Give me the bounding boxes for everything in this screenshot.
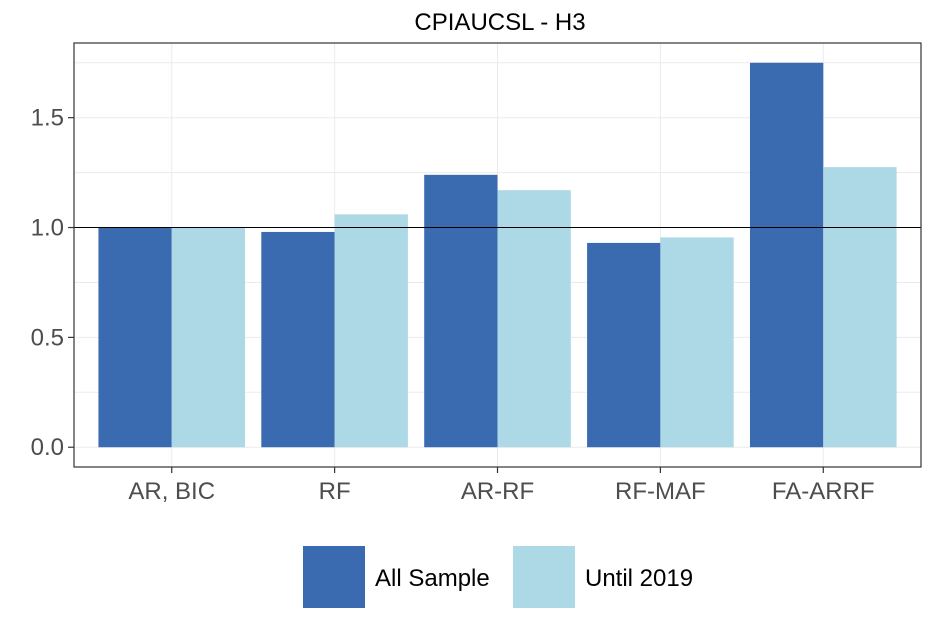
bar bbox=[660, 237, 734, 448]
x-tick-label: FA-ARRF bbox=[772, 478, 875, 505]
bar bbox=[497, 190, 571, 448]
bar bbox=[424, 174, 498, 448]
x-tick-label: RF bbox=[319, 478, 351, 505]
legend-key bbox=[303, 546, 365, 608]
y-tick-label: 1.0 bbox=[31, 215, 64, 242]
y-tick-label: 0.5 bbox=[31, 324, 64, 351]
y-tick-label: 0.0 bbox=[31, 434, 64, 461]
legend-key bbox=[513, 546, 575, 608]
bar bbox=[749, 62, 824, 448]
bar bbox=[98, 227, 172, 448]
x-tick-label: AR-RF bbox=[461, 478, 534, 505]
axes: 0.0 0.5 1.0 1.5 AR, BIC RF AR-RF RF-MAF FA-ARRF bbox=[31, 105, 875, 505]
legend: All Sample Until 2019 bbox=[303, 546, 693, 608]
x-tick-label: AR, BIC bbox=[128, 478, 215, 505]
bars bbox=[98, 62, 897, 448]
y-tick-label: 1.5 bbox=[31, 105, 64, 132]
bar bbox=[587, 242, 661, 448]
bar bbox=[334, 214, 408, 448]
legend-label: All Sample bbox=[375, 565, 490, 592]
bar bbox=[823, 167, 897, 448]
legend-label: Until 2019 bbox=[585, 565, 693, 592]
chart-title: CPIAUCSL - H3 bbox=[414, 9, 585, 36]
x-tick-label: RF-MAF bbox=[615, 478, 706, 505]
bar bbox=[261, 231, 335, 448]
bar bbox=[171, 227, 246, 448]
